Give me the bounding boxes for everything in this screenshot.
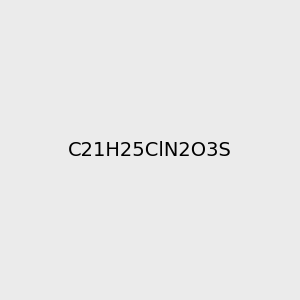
Text: C21H25ClN2O3S: C21H25ClN2O3S [68,140,232,160]
